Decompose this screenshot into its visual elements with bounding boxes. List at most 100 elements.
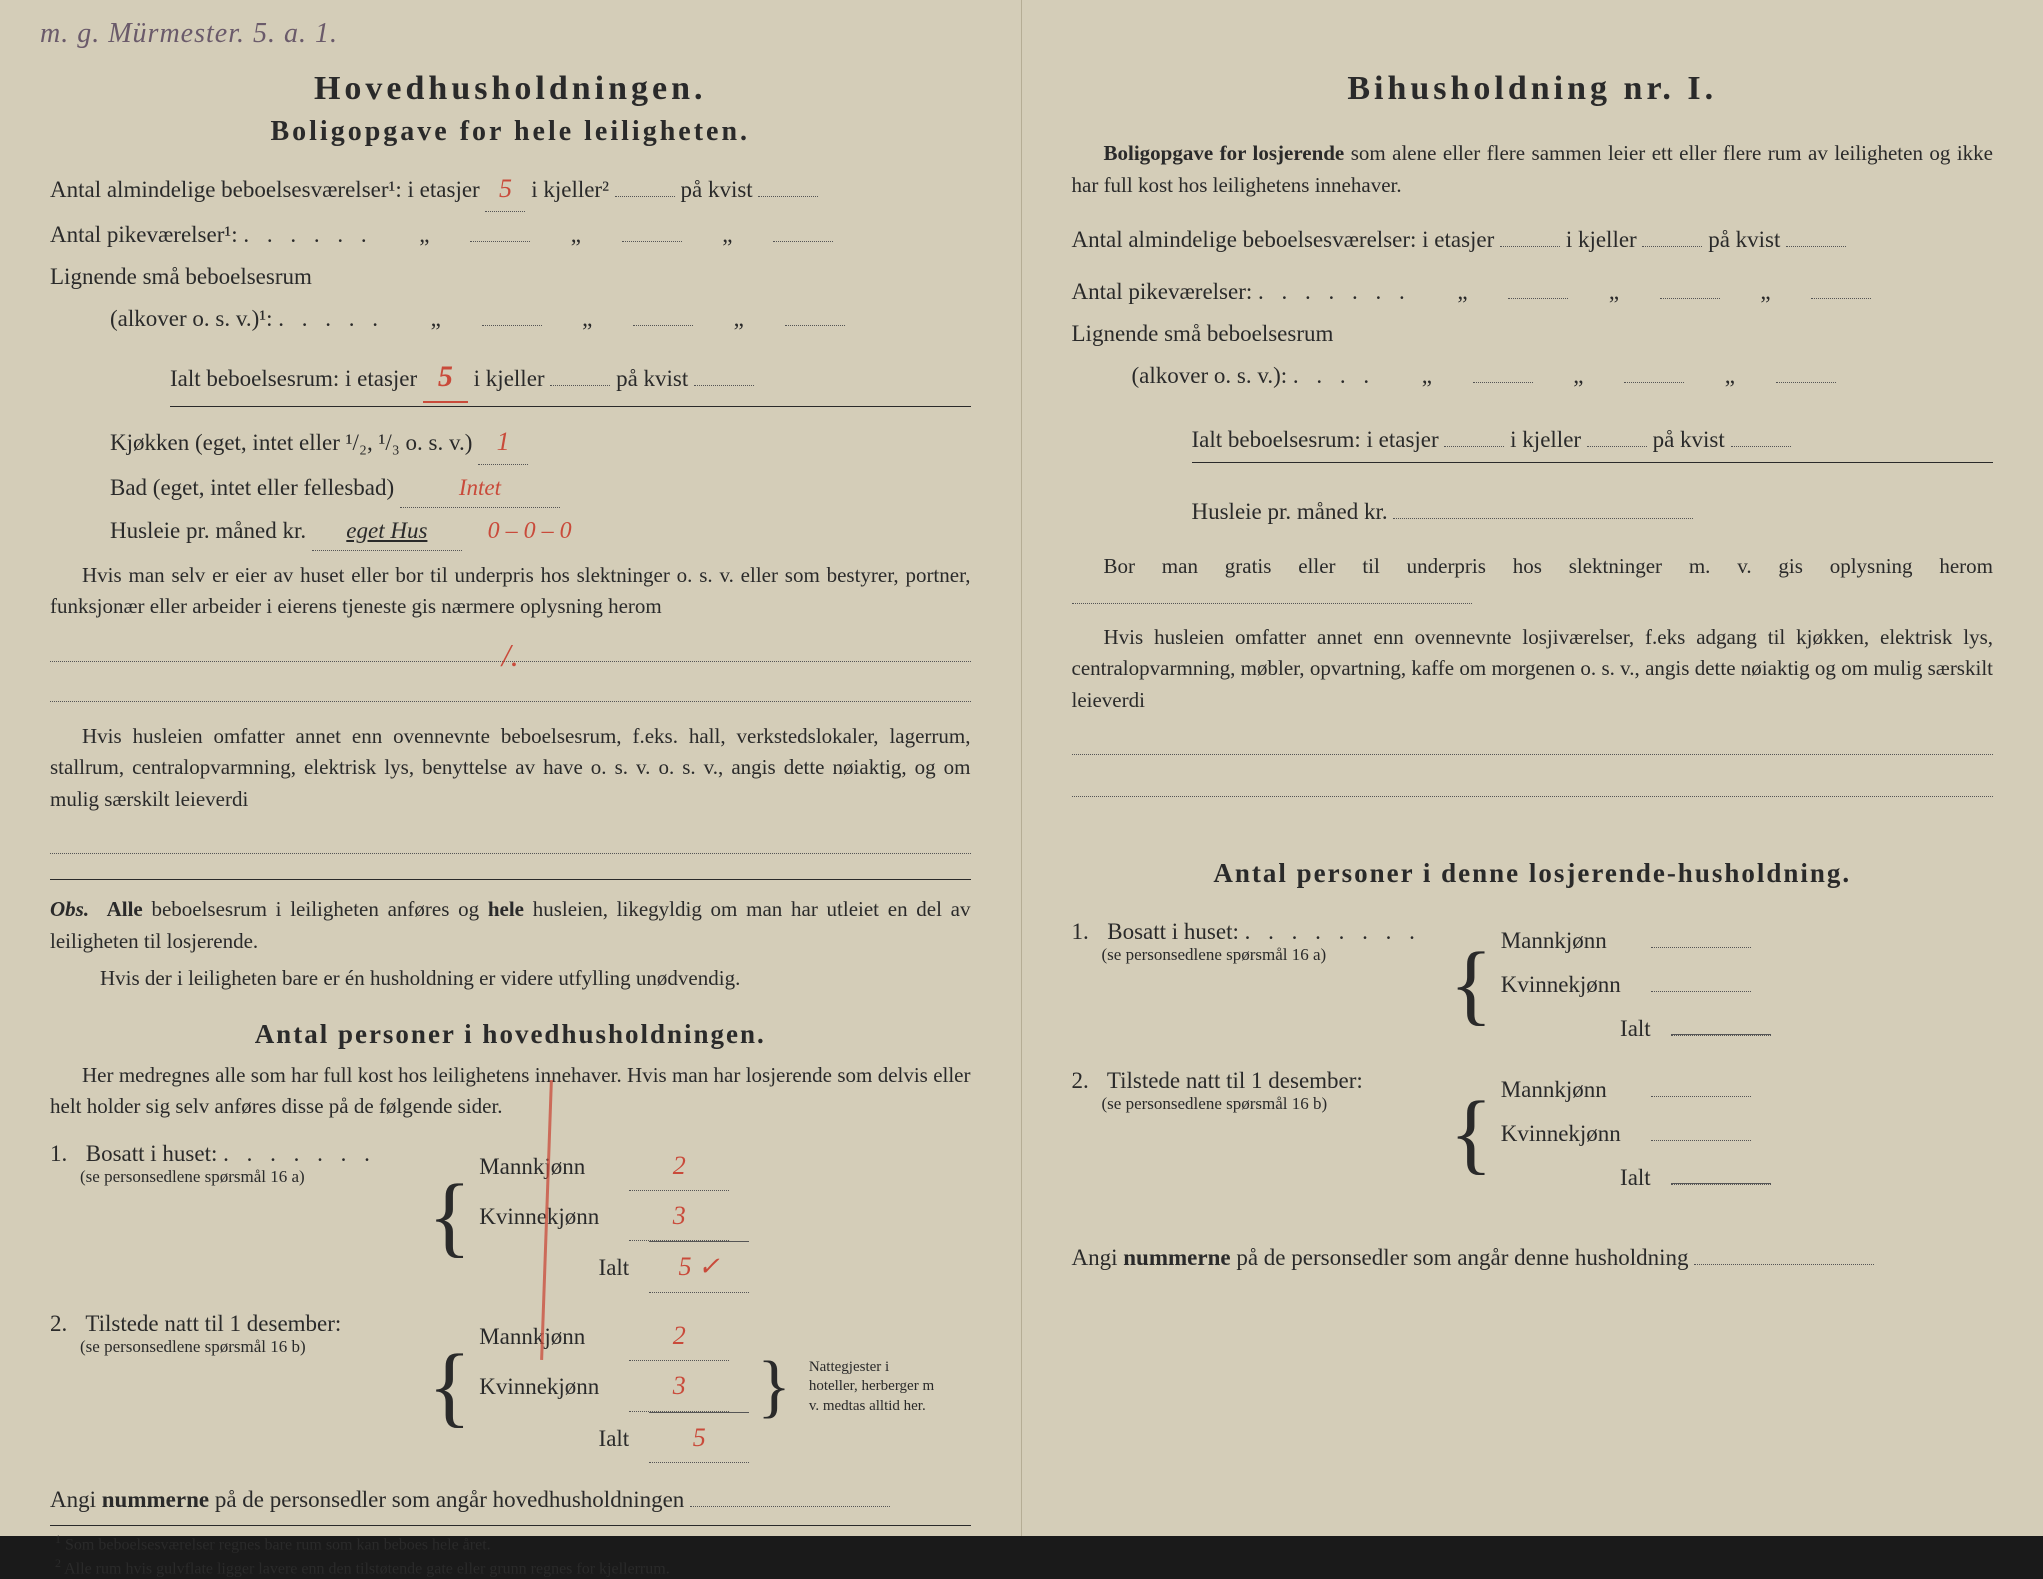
right-page: Bihusholdning nr. I. Boligopgave for los… [1022,0,2043,1536]
obs-block: Obs. Alle beboelsesrum i leiligheten anf… [50,894,971,957]
count-q2: 2. Tilstede natt til 1 desember: (se per… [50,1311,971,1463]
dots: . . . . [1293,363,1387,388]
count-q2: 2. Tilstede natt til 1 desember: (se per… [1072,1068,1994,1199]
sub: (se personsedlene spørsmål 16 b) [1102,1094,1442,1114]
para2: Hvis husleien omfatter annet enn ovennev… [1072,622,1994,717]
kjokken-value: 1 [478,421,528,465]
ditto: „ [1726,273,1806,311]
blank [550,385,610,386]
mann-label: Mannkjønn [1501,919,1651,963]
main-title: Hovedhusholdningen. [50,70,971,108]
ditto: „ [1690,357,1770,395]
para1: Bor man gratis eller til underpris hos s… [1072,551,1994,614]
kjeller-blank [615,196,675,197]
left-page: m. g. Mürmester. 5. a. 1. Hovedhusholdni… [0,0,1022,1536]
row-husleie: Husleie pr. måned kr. [1192,493,1994,531]
title: Bihusholdning nr. I. [1072,70,1994,108]
blank [482,325,542,326]
label: Ialt beboelsesrum: i etasjer [170,366,417,391]
blank [1508,298,1568,299]
blank-line [50,829,971,854]
bracket-icon: { [1450,949,1493,1021]
ditto: „ [1538,357,1618,395]
blank [773,241,833,242]
q2-mann: 2 [629,1311,729,1361]
row-kjokken: Kjøkken (eget, intet eller ¹/₂, ¹/₃ o. s… [110,421,971,465]
etasjer-value: 5 [485,168,525,212]
label: (alkover o. s. v.): [1132,363,1288,388]
ditto: „ [536,216,616,254]
row-alkover: (alkover o. s. v.)¹: . . . . . „ „ „ [110,300,971,338]
ditto: „ [547,300,627,338]
blank [1072,603,1472,604]
label: Antal almindelige beboelsesværelser¹: i … [50,177,480,202]
label: i kjeller [1566,227,1637,252]
ialt-etasjer: 5 [423,352,468,404]
q2-left: 2. Tilstede natt til 1 desember: (se per… [50,1311,420,1357]
blank [1393,518,1693,519]
mann-label: Mannkjønn [1501,1068,1651,1112]
blank-line [50,677,971,702]
mann-label: Mannkjønn [479,1145,629,1189]
kvinne-label: Kvinnekjønn [479,1195,629,1239]
dots: . . . . . [278,306,396,331]
blank [1642,246,1702,247]
label: (alkover o. s. v.)¹: [110,306,273,331]
blank [1671,1183,1771,1185]
blank [1811,298,1871,299]
blank-line [1072,772,1994,797]
label: i kjeller² [531,177,609,202]
ditto: „ [396,300,476,338]
count-q1: 1. Bosatt i huset: . . . . . . . . (se p… [1072,919,1994,1050]
row-pikevaerelser: Antal pikeværelser¹: . . . . . . „ „ „ [50,216,971,254]
sub: (se personsedlene spørsmål 16 b) [80,1337,420,1357]
num: 2. [50,1311,80,1337]
intro: Boligopgave for losjerende som alene ell… [1072,138,1994,201]
blank [1694,1264,1874,1265]
q2-right: Mannkjønn Kvinnekjønn Ialt [1501,1068,1771,1199]
section-sub: Her medregnes alle som har full kost hos… [50,1060,971,1123]
ditto: „ [699,300,779,338]
blank [1671,1034,1771,1036]
label: Kjøkken (eget, intet eller ¹/₂, ¹/₃ o. s… [110,430,472,455]
obs2: Hvis der i leiligheten bare er én hushol… [100,963,971,995]
label: Ialt beboelsesrum: i etasjer [1192,427,1439,452]
blank [694,385,754,386]
divider [50,1525,971,1526]
num: 1. [50,1141,80,1167]
obs1: beboelsesrum i leiligheten anføres og he… [50,897,971,953]
label: i kjeller [1510,427,1581,452]
q1-left: 1. Bosatt i huset: . . . . . . . (se per… [50,1141,420,1187]
row-pikevaerelser: Antal pikeværelser: . . . . . . . „ „ „ [1072,273,1994,311]
section-title: Antal personer i hovedhusholdningen. [50,1019,971,1050]
label: Antal pikeværelser: [1072,279,1253,304]
blank [633,325,693,326]
bottom-line: Angi nummerne på de personsedler som ang… [1072,1239,1994,1277]
blank [622,241,682,242]
bottom-line: Angi nummerne på de personsedler som ang… [50,1481,971,1519]
document-spread: m. g. Mürmester. 5. a. 1. Hovedhusholdni… [0,0,2043,1536]
blank [1651,1140,1751,1141]
label: Bosatt i huset: [1107,919,1239,944]
q2-right: Mannkjønn2 Kvinnekjønn3 Ialt5 [479,1311,749,1463]
row-husleie: Husleie pr. måned kr. eget Hus 0 – 0 – 0 [110,512,971,552]
q2-left: 2. Tilstede natt til 1 desember: (se per… [1072,1068,1442,1114]
label: Antal pikeværelser¹: [50,222,238,247]
bracket-icon: { [1450,1098,1493,1170]
side-note: Nattegjester i hoteller, herberger m v. … [809,1358,939,1417]
blank-line: /. [50,637,971,662]
ialt-label: Ialt [1501,1156,1671,1200]
row-bad: Bad (eget, intet eller fellesbad) Intet [110,469,971,508]
divider [50,879,971,880]
mann-label: Mannkjønn [479,1315,629,1359]
label: Tilstede natt til 1 desember: [1107,1068,1363,1093]
ditto: „ [687,216,767,254]
ditto: „ [384,216,464,254]
ditto: „ [1574,273,1654,311]
q1-mann: 2 [629,1141,729,1191]
para-husleie: Hvis husleien omfatter annet enn ovennev… [50,721,971,816]
label: på kvist [1708,227,1780,252]
sub-title: Boligopgave for hele leiligheten. [50,116,971,148]
label: Angi nummerne på de personsedler som ang… [1072,1245,1689,1270]
blank [1587,446,1647,447]
